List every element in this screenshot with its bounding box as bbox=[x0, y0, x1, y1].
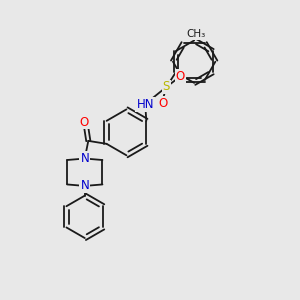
Text: O: O bbox=[80, 116, 89, 128]
Text: O: O bbox=[159, 97, 168, 110]
Text: N: N bbox=[80, 152, 89, 165]
Text: N: N bbox=[80, 179, 89, 192]
Text: CH₃: CH₃ bbox=[186, 29, 205, 39]
Text: HN: HN bbox=[136, 98, 154, 111]
Text: O: O bbox=[176, 70, 185, 83]
Text: S: S bbox=[163, 80, 170, 94]
